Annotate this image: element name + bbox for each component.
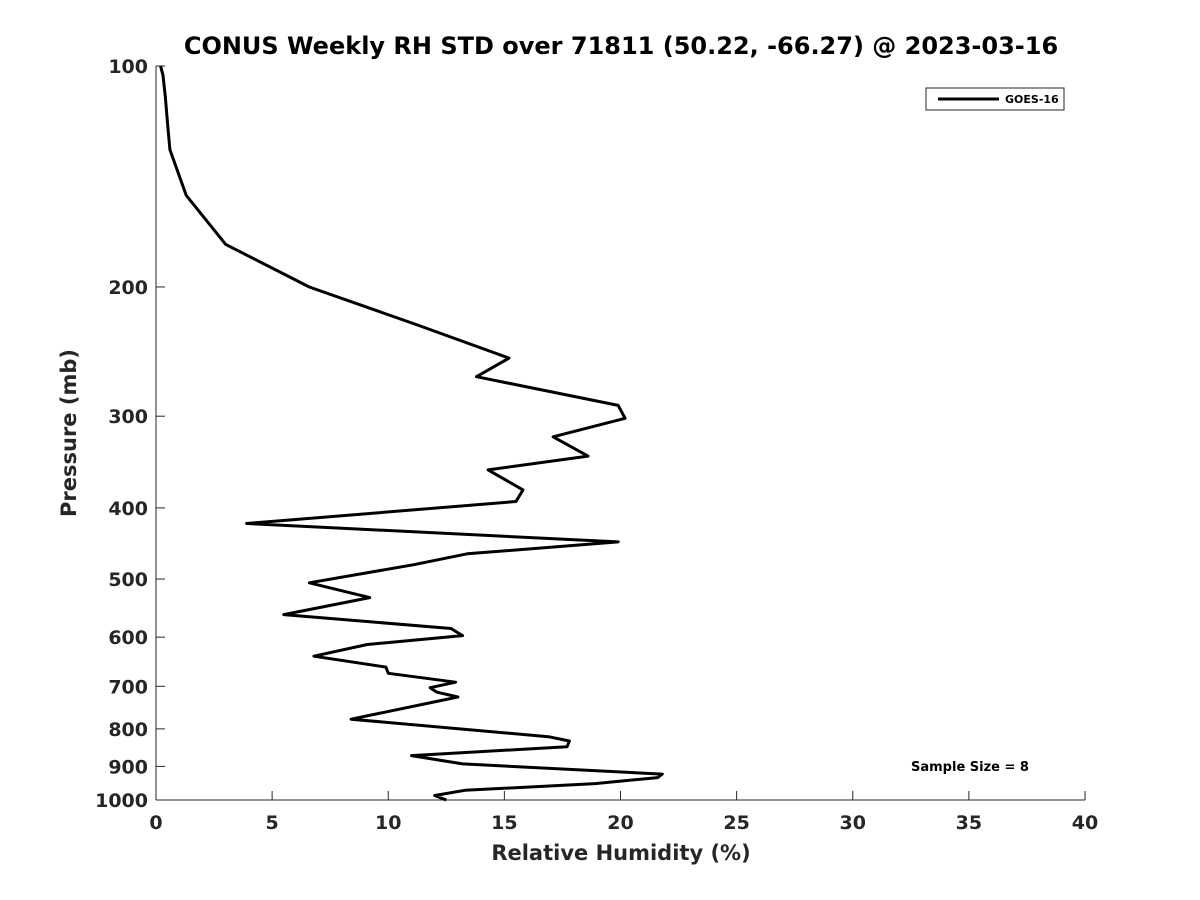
y-tick-label-500: 500 — [108, 569, 148, 591]
legend-label-goes-16: GOES-16 — [1005, 93, 1059, 106]
y-tick-label-800: 800 — [108, 719, 148, 741]
x-tick-label-0: 0 — [149, 812, 162, 834]
x-axis: 0 5 10 15 20 25 30 35 40 — [149, 791, 1098, 834]
y-axis-label: Pressure (mb) — [57, 349, 81, 517]
y-tick-label-300: 300 — [108, 406, 148, 428]
x-tick-label-10: 10 — [375, 812, 401, 834]
x-tick-label-40: 40 — [1072, 812, 1098, 834]
y-tick-label-200: 200 — [108, 277, 148, 299]
legend: GOES-16 — [925, 87, 1065, 111]
chart-title: CONUS Weekly RH STD over 71811 (50.22, -… — [184, 32, 1058, 60]
y-axis: 100 200 300 400 500 600 700 800 900 1000 — [95, 56, 165, 812]
x-tick-label-20: 20 — [607, 812, 633, 834]
y-tick-label-600: 600 — [108, 627, 148, 649]
x-tick-label-35: 35 — [956, 812, 982, 834]
y-tick-label-400: 400 — [108, 498, 148, 520]
x-tick-label-15: 15 — [491, 812, 517, 834]
y-ticks: 100 200 300 400 500 600 700 800 900 1000 — [95, 56, 165, 812]
y-tick-label-1000: 1000 — [95, 790, 148, 812]
series-layer — [159, 65, 664, 802]
x-tick-label-5: 5 — [266, 812, 279, 834]
x-tick-label-25: 25 — [723, 812, 749, 834]
y-tick-label-900: 900 — [108, 756, 148, 778]
y-tick-label-100: 100 — [108, 56, 148, 78]
x-axis-label: Relative Humidity (%) — [491, 841, 750, 865]
sample-size-annotation: Sample Size = 8 — [911, 760, 1029, 775]
x-tick-label-30: 30 — [840, 812, 866, 834]
y-tick-label-700: 700 — [108, 676, 148, 698]
x-ticks: 0 5 10 15 20 25 30 35 40 — [149, 791, 1098, 834]
series-line-goes-16 — [159, 65, 664, 802]
